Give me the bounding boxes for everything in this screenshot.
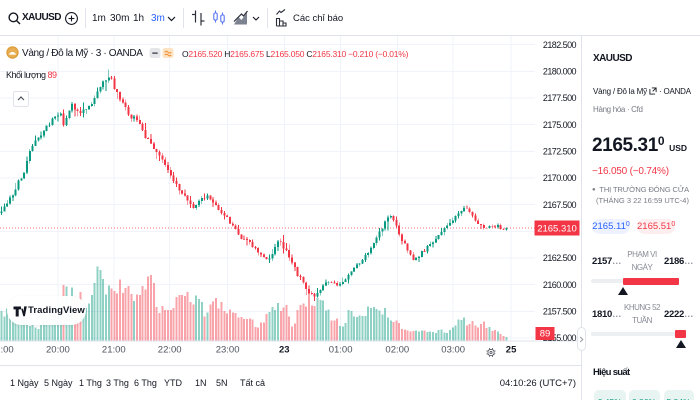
svg-text:2182.500: 2182.500 (543, 40, 577, 50)
svg-text:22:00: 22:00 (158, 345, 182, 356)
svg-text:2172.500: 2172.500 (543, 147, 577, 157)
svg-text:2167.500: 2167.500 (543, 200, 577, 210)
svg-text:23: 23 (279, 345, 290, 356)
svg-text:2177.500: 2177.500 (543, 93, 577, 103)
svg-text:23:00: 23:00 (216, 345, 240, 356)
svg-text:2162.500: 2162.500 (543, 253, 577, 263)
svg-text:03:00: 03:00 (441, 345, 465, 356)
svg-text:2155.000: 2155.000 (543, 333, 577, 343)
svg-text:2160.000: 2160.000 (543, 280, 577, 290)
svg-text:2175.000: 2175.000 (543, 120, 577, 130)
svg-text:01:00: 01:00 (329, 345, 353, 356)
svg-text:19:00: 19:00 (0, 345, 14, 356)
svg-text:25: 25 (506, 345, 517, 356)
svg-text:21:00: 21:00 (102, 345, 126, 356)
svg-text:2157.500: 2157.500 (543, 307, 577, 317)
svg-text:89: 89 (540, 329, 551, 340)
svg-text:2180.000: 2180.000 (543, 67, 577, 77)
svg-text:02:00: 02:00 (385, 345, 409, 356)
svg-text:20:00: 20:00 (46, 345, 70, 356)
svg-text:2170.000: 2170.000 (543, 173, 577, 183)
svg-text:2165.310: 2165.310 (537, 223, 577, 234)
